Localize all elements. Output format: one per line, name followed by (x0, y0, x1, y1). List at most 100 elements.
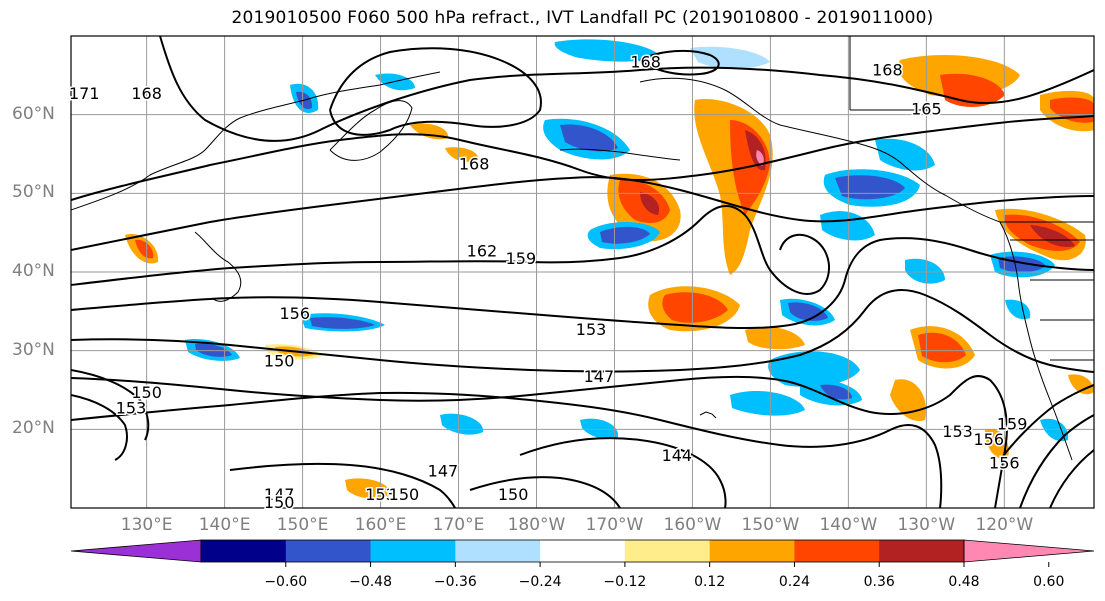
shaded-patch (1040, 418, 1069, 442)
coastline-hawaii (699, 411, 717, 419)
border-canada (849, 36, 1094, 223)
map-frame (70, 35, 1095, 509)
longitude-label: 130°E (120, 515, 173, 535)
contour-label: 159 (506, 249, 537, 268)
contour-label: 171 (69, 84, 100, 103)
longitude-label: 170°E (432, 515, 485, 535)
latitude-label: 60°N (12, 103, 55, 124)
colorbar-tick-label: −0.48 (349, 574, 392, 590)
colorbar-bin (794, 540, 880, 562)
shaded-patch (640, 192, 660, 215)
contour-line (519, 437, 727, 508)
longitude-label: 140°E (198, 515, 251, 535)
height-contours (71, 36, 1094, 508)
shaded-patch (1030, 225, 1075, 248)
shaded-patch (768, 351, 860, 387)
shaded-patch (135, 239, 154, 259)
colorbar-extend-min (70, 539, 202, 563)
colorbar-bin (285, 540, 372, 562)
contour-line (999, 384, 1094, 508)
contour-label: 156 (280, 304, 311, 323)
shaded-patch (600, 226, 650, 244)
contour-label: 153 (116, 399, 147, 418)
latitude-label: 50°N (12, 182, 55, 203)
contour-label: 150 (264, 351, 295, 370)
contour-label: 144 (662, 446, 693, 465)
colorbar-tick-label: −0.24 (518, 574, 562, 590)
shaded-patch (1068, 374, 1094, 395)
coastline-alaska (639, 77, 1001, 223)
border-states (1010, 239, 1094, 361)
longitude-label: 180°W (507, 515, 566, 535)
contour-line (71, 176, 1094, 251)
colorbar-tick-label: −0.36 (433, 574, 477, 590)
contour-line (71, 289, 1094, 373)
colorbar-bin (201, 540, 287, 562)
shaded-patch (788, 302, 828, 321)
map-title: 2019010500 F060 500 hPa refract., IVT La… (231, 8, 934, 28)
contour-label: 150 (498, 485, 529, 504)
contour-label: 150 (131, 383, 162, 402)
colorbar-tick-label: 0.36 (863, 574, 895, 590)
contour-label: 168 (630, 52, 661, 71)
contour-line (639, 49, 720, 76)
shaded-patch (985, 429, 1009, 459)
contour-line (229, 462, 621, 508)
contour-label: 147 (264, 485, 295, 504)
coastline-aleutians (559, 148, 681, 161)
contour-line (71, 375, 1008, 508)
longitude-label: 150°E (276, 515, 329, 535)
shaded-patch (918, 332, 966, 363)
latitude-label: 40°N (12, 261, 55, 281)
shaded-patch (905, 258, 945, 284)
coastline-nw-america (999, 221, 1073, 461)
contour-line (71, 205, 831, 295)
shaded-patch (310, 317, 375, 329)
longitude-label: 160°E (354, 515, 407, 535)
contour-label: 168 (872, 60, 903, 79)
colorbar-tick-label: −0.60 (264, 574, 308, 590)
shaded-patch (730, 390, 805, 416)
shaded-patch (745, 326, 805, 350)
longitude-label: 130°W (897, 515, 956, 535)
contour-label: 165 (911, 100, 942, 119)
colorbar-tick-label: 0.48 (948, 574, 980, 590)
shaded-patch (560, 124, 618, 152)
coastline-japan (194, 231, 242, 302)
longitude-label: 120°W (975, 515, 1034, 535)
colorbar-extend-max (963, 539, 1095, 563)
colorbar-outline (200, 539, 965, 563)
longitude-label: 160°W (663, 515, 722, 535)
shaded-patch (756, 150, 764, 166)
colorbar-tick-label: 0.24 (778, 574, 811, 590)
contour-line (329, 47, 542, 136)
shaded-patch (875, 138, 935, 171)
contour-line (71, 237, 1094, 330)
colorbar-bin (455, 540, 541, 562)
contour-label: 159 (997, 414, 1028, 433)
map-gridlines (71, 36, 1094, 508)
contour-line (71, 369, 150, 461)
shaded-patch (554, 39, 660, 62)
colorbar-tick-label: −0.12 (603, 574, 647, 590)
colorbar-bin (709, 540, 795, 562)
colorbar-bin (624, 540, 711, 562)
contour-line (71, 391, 943, 508)
contour-label: 147 (584, 367, 615, 386)
colorbar-tick-label: 0.60 (1033, 574, 1065, 590)
colorbar-tick-label: 0.12 (694, 574, 726, 590)
coastline-asia (71, 71, 441, 211)
contour-label: 168 (131, 84, 162, 103)
contour-label: 156 (989, 454, 1020, 473)
shaded-patch (690, 46, 770, 69)
shaded-patch (662, 292, 728, 323)
shaded-patch (820, 384, 852, 400)
shaded-patch (580, 418, 619, 439)
contour-label: 168 (459, 155, 490, 174)
longitude-label: 170°W (585, 515, 644, 535)
contour-label: 153 (576, 320, 607, 339)
longitude-label: 140°W (819, 515, 878, 535)
colorbar-bin (879, 540, 965, 562)
latitude-label: 30°N (12, 339, 55, 360)
